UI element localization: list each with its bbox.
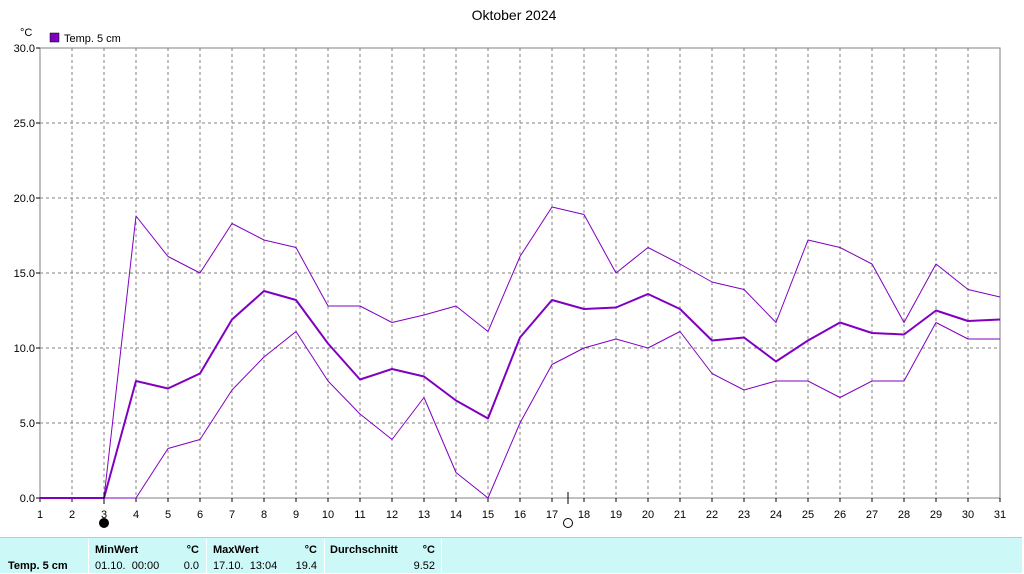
stats-min-value: 0.0: [183, 560, 199, 572]
full-moon-icon: [563, 518, 573, 528]
stats-min-cell: MinWert °C 01.10. 00:00 0.0: [89, 538, 207, 574]
x-tick-label: 18: [578, 509, 590, 521]
stats-max-cell: MaxWert °C 17.10. 13:04 19.4: [207, 538, 325, 574]
y-tick-label: 15.0: [14, 268, 35, 280]
x-tick-label: 9: [293, 509, 299, 521]
new-moon-icon: [99, 518, 109, 528]
legend-swatch: [49, 32, 60, 43]
x-tick-label: 29: [930, 509, 942, 521]
y-tick-label: 5.0: [20, 418, 35, 430]
x-tick-label: 31: [994, 509, 1006, 521]
x-tick-label: 30: [962, 509, 974, 521]
stats-min-date: 01.10. 00:00: [95, 560, 160, 572]
x-tick-label: 8: [261, 509, 267, 521]
x-tick-label: 21: [674, 509, 686, 521]
stats-sensor-label: Temp. 5 cm: [8, 560, 68, 572]
x-tick-label: 17: [546, 509, 558, 521]
x-tick-label: 5: [165, 509, 171, 521]
x-tick-label: 28: [898, 509, 910, 521]
x-tick-label: 16: [514, 509, 526, 521]
stats-max-header: MaxWert: [213, 544, 259, 556]
y-axis-unit-label: °C: [20, 27, 32, 39]
x-tick-label: 14: [450, 509, 462, 521]
stats-max-date: 17.10. 13:04: [213, 560, 278, 572]
moon-phase-markers: [99, 492, 573, 528]
legend-label: Temp. 5 cm: [64, 33, 121, 45]
x-tick-label: 15: [482, 509, 494, 521]
x-tick-label: 26: [834, 509, 846, 521]
grid-lines: [40, 48, 1000, 498]
data-series: [40, 206, 1001, 499]
x-tick-label: 24: [770, 509, 782, 521]
series-line-max: [40, 206, 1001, 499]
x-tick-label: 19: [610, 509, 622, 521]
stats-max-value: 19.4: [295, 560, 317, 572]
y-tick-label: 20.0: [14, 193, 35, 205]
x-tick-label: 1: [37, 509, 43, 521]
x-tick-label: 11: [354, 509, 365, 521]
x-tick-label: 22: [706, 509, 718, 521]
temperature-chart: Oktober 2024 °C Temp. 5 cm 0.0 5.0 10.0 15.…: [14, 7, 1006, 528]
stats-max-unit: °C: [304, 544, 317, 556]
y-tick-label: 30.0: [14, 43, 35, 55]
x-tick-label: 13: [418, 509, 430, 521]
x-tick-label: 7: [229, 509, 235, 521]
y-tick-label: 0.0: [20, 493, 35, 505]
stats-min-unit: °C: [186, 544, 199, 556]
x-tick-label: 10: [322, 509, 334, 521]
x-tick-label: 3: [101, 509, 107, 521]
statistics-bar: Temp. 5 cm MinWert °C 01.10. 00:00 0.0 M…: [0, 537, 1022, 573]
x-axis-ticks: 1 2 3 4 5 6 7 8 9 10 11 12 13 14 15 16 17 18 19 20 21 22 23 24 2…: [37, 498, 1006, 521]
y-axis-ticks: 0.0 5.0 10.0 15.0 20.0 25.0 30.0: [14, 43, 40, 505]
stats-avg-cell: Durchschnitt °C 9.52: [325, 538, 441, 574]
y-tick-label: 10.0: [14, 343, 35, 355]
x-tick-label: 2: [69, 509, 75, 521]
stats-avg-header: Durchschnitt: [330, 544, 398, 556]
x-tick-label: 23: [738, 509, 750, 521]
chart-title: Oktober 2024: [472, 7, 557, 23]
x-tick-label: 27: [866, 509, 878, 521]
series-line-min: [40, 322, 1000, 499]
stats-avg-value: 9.52: [413, 560, 435, 572]
series-line-mean: [40, 290, 1001, 499]
stats-avg-unit: °C: [422, 544, 435, 556]
y-tick-label: 25.0: [14, 118, 35, 130]
x-tick-label: 25: [802, 509, 814, 521]
x-tick-label: 12: [386, 509, 398, 521]
x-tick-label: 4: [133, 509, 139, 521]
stats-min-header: MinWert: [95, 544, 139, 556]
x-tick-label: 6: [197, 509, 203, 521]
x-tick-label: 20: [642, 509, 654, 521]
